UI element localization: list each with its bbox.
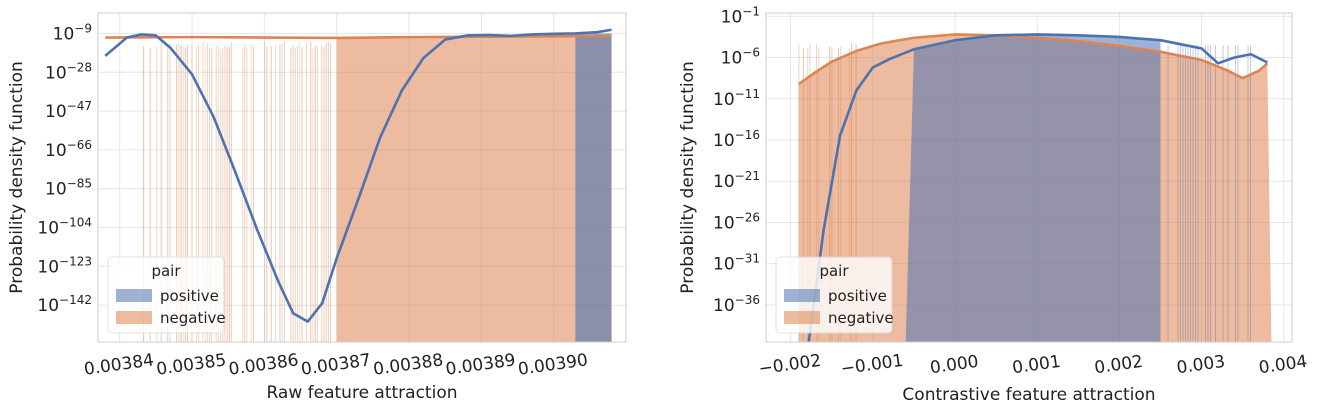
legend: pair positive negative [107,256,226,334]
positive-kde-line [807,33,1268,342]
x-axis-label: Raw feature attraction [266,383,457,403]
x-tick-label: 0.00387 [300,350,372,380]
x-tick-label: 0.00390 [517,350,589,380]
y-tick-label: 10−16 [713,128,760,151]
y-tick-label: 10−104 [37,216,92,239]
y-tick-label: 10−66 [45,138,92,161]
x-tick-label: 0.002 [1093,352,1144,379]
legend-title: pair [151,262,181,280]
positive-hist-left [575,33,612,342]
positive-hist-right [905,34,1251,342]
negative-kde-line [798,33,1269,85]
x-axis-label: Contrastive feature attraction [902,385,1155,405]
axes-frame [97,12,627,343]
y-tick-label: 10−11 [713,87,760,110]
legend-title: pair [819,262,849,280]
positive-kde-group [807,33,1268,342]
y-tick-label: 10−1 [721,4,760,27]
y-tick-label: 10−28 [45,60,92,83]
x-tick-label: 0.001 [1011,352,1062,379]
legend-swatch-positive [784,289,820,302]
y-tick-label: 10−9 [53,21,92,44]
y-tick-label: 10−31 [713,252,760,275]
legend-label-negative: negative [160,309,226,327]
positive-hist-area [905,34,1161,342]
legend-swatch-negative [116,311,152,324]
x-tick-label: 0.00385 [155,350,227,380]
y-tick-label: 10−47 [45,99,92,122]
negative-kde-line [105,34,612,40]
chart-left: 0.00384 0.00385 0.00386 0.00387 0.00388 0.003… [7,12,627,403]
y-tick-label: 10−6 [721,46,760,69]
positive-kde-line [104,28,612,323]
legend: pair positive negative [775,256,894,334]
legend-swatch-negative [784,311,820,324]
negative-hist-area [336,35,612,342]
legend-label-positive: positive [828,287,887,305]
positive-kde-group [104,28,612,323]
legend-label-positive: positive [160,287,219,305]
x-tick-label: 0.003 [1175,352,1226,379]
x-tick-label: 0.00389 [444,350,516,380]
y-axis-label: Probability density function [678,61,698,293]
y-tick-label: 10−21 [713,169,760,192]
y-axis-label: Probability density function [7,61,27,293]
legend-label-negative: negative [828,309,894,327]
y-tick-label: 10−85 [45,177,92,200]
x-tick-label: 0.00384 [83,350,155,380]
positive-hist-area [575,33,612,342]
y-tick-label: 10−36 [713,293,760,316]
y-tick-label: 10−142 [37,293,92,316]
x-tick-label: 0.004 [1258,352,1309,379]
legend-swatch-positive [116,289,152,302]
axes-frame [765,12,1293,343]
x-tick-label: −0.001 [840,351,905,380]
x-tick-label: 0.00386 [227,350,299,380]
x-tick-label: 0.000 [929,352,980,379]
x-tick-label: −0.002 [757,351,822,380]
y-tick-label: 10−26 [713,210,760,233]
y-tick-label: 10−123 [37,254,92,277]
x-tick-label: 0.00388 [372,350,444,380]
chart-right: −0.002 −0.001 0.000 0.001 0.002 0.003 0.004 10−… [678,4,1309,405]
